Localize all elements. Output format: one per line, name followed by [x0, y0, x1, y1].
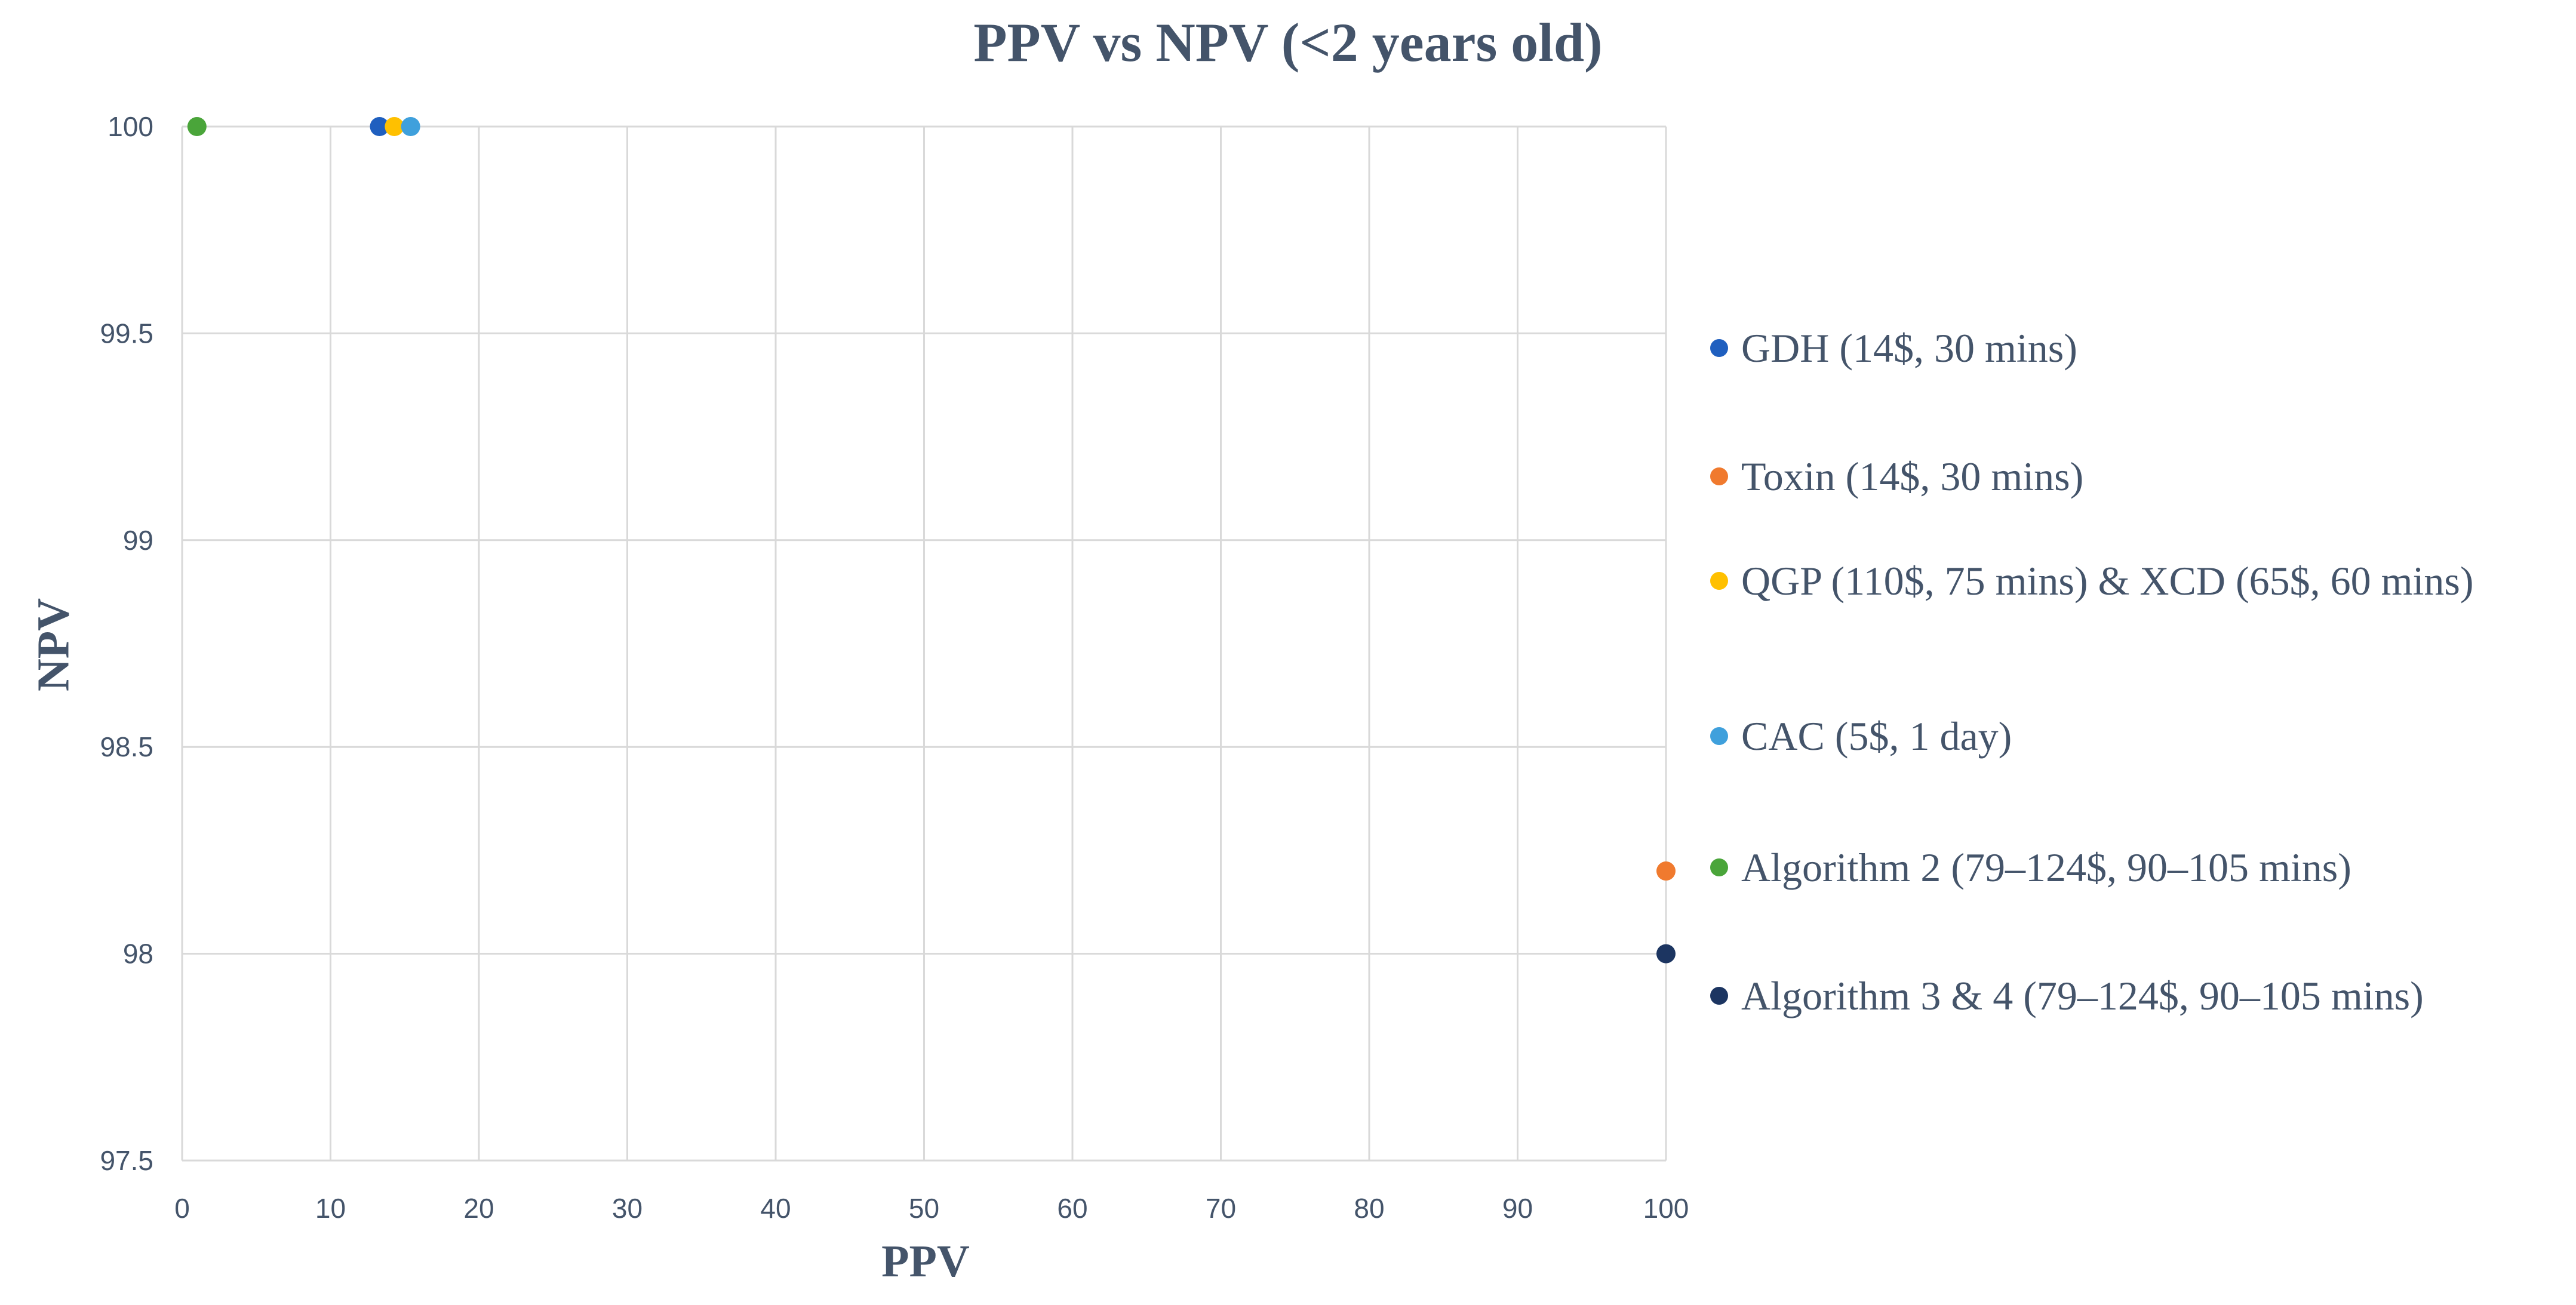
y-tick-label: 98	[123, 938, 153, 969]
data-point	[370, 117, 389, 136]
x-tick-label: 60	[1057, 1193, 1087, 1224]
x-tick-label: 10	[315, 1193, 346, 1224]
x-tick-label: 90	[1502, 1193, 1533, 1224]
x-tick-label: 20	[463, 1193, 494, 1224]
y-tick-label: 98.5	[100, 731, 153, 762]
x-tick-label: 50	[909, 1193, 939, 1224]
legend-label: Algorithm 2 (79–124$, 90–105 mins)	[1741, 845, 2351, 890]
y-tick-label: 97.5	[100, 1145, 153, 1176]
legend-marker	[1710, 727, 1728, 745]
x-tick-label: 80	[1354, 1193, 1384, 1224]
legend-label: Algorithm 3 & 4 (79–124$, 90–105 mins)	[1741, 973, 2424, 1018]
x-tick-label: 100	[1643, 1193, 1689, 1224]
legend-marker	[1710, 858, 1728, 876]
y-tick-label: 100	[107, 111, 153, 142]
data-point	[385, 117, 404, 136]
legend-marker	[1710, 339, 1728, 357]
data-point	[401, 117, 420, 136]
y-tick-label: 99	[123, 525, 153, 556]
x-tick-label: 30	[612, 1193, 643, 1224]
x-tick-label: 40	[760, 1193, 791, 1224]
x-tick-label: 0	[174, 1193, 190, 1224]
data-point	[1656, 861, 1676, 881]
legend-marker	[1710, 572, 1728, 590]
legend-marker	[1710, 987, 1728, 1005]
y-tick-label: 99.5	[100, 318, 153, 349]
data-point	[187, 117, 207, 136]
legend-label: CAC (5$, 1 day)	[1741, 713, 2012, 759]
legend-label: Toxin (14$, 30 mins)	[1741, 454, 2084, 499]
data-point	[1656, 944, 1676, 964]
chart-title: PPV vs NPV (<2 years old)	[973, 12, 1603, 73]
y-axis-title: NPV	[28, 598, 79, 692]
legend-label: QGP (110$, 75 mins) & XCD (65$, 60 mins)	[1741, 558, 2474, 604]
x-tick-label: 70	[1206, 1193, 1236, 1224]
legend-label: GDH (14$, 30 mins)	[1741, 325, 2077, 371]
x-axis-title: PPV	[881, 1236, 970, 1286]
legend-marker	[1710, 467, 1728, 485]
